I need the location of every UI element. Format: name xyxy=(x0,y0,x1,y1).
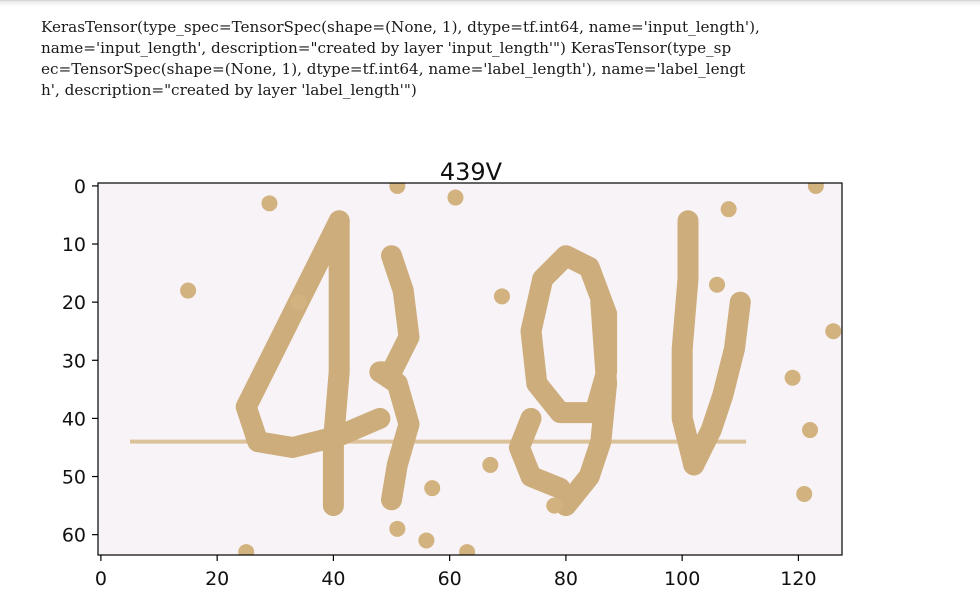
glyph-stroke xyxy=(671,210,705,476)
figure-canvas: 439V 0 20 40 60 80 100 120 0 10 20 30 40 50 60 xyxy=(62,158,843,590)
stdout-line: name='input_length', description="create… xyxy=(41,39,732,57)
y-tick-label: 50 xyxy=(62,467,86,489)
noise-speckle xyxy=(389,183,406,194)
noise-speckle xyxy=(418,532,435,549)
y-tick-label: 40 xyxy=(62,408,86,430)
x-tick-label: 20 xyxy=(205,568,229,590)
noise-speckle xyxy=(290,294,307,311)
noise-speckle xyxy=(238,544,255,555)
glyph-stroke xyxy=(683,291,751,476)
captcha-image xyxy=(129,183,842,555)
noise-speckle xyxy=(784,369,801,386)
stdout-line: h', description="created by layer 'label… xyxy=(41,81,417,99)
x-tick-label: 120 xyxy=(780,568,816,590)
plot-title: 439V xyxy=(440,158,503,186)
x-tick-label: 80 xyxy=(554,568,578,590)
noise-speckle xyxy=(807,183,824,194)
axes-frame xyxy=(97,182,843,556)
output-top-border xyxy=(0,0,980,7)
noise-speckle xyxy=(720,201,737,218)
axes: 0 20 40 60 80 100 120 0 10 20 30 40 50 60 xyxy=(62,176,843,590)
image-background xyxy=(98,183,842,555)
noise-speckle xyxy=(261,195,278,212)
imshow-figure: 439V 0 20 40 60 80 100 120 0 10 20 30 40 50 60 xyxy=(40,148,980,603)
x-tick-label: 60 xyxy=(438,568,462,590)
x-tick-label: 40 xyxy=(321,568,345,590)
noise-speckle xyxy=(447,189,464,206)
y-tick-label: 20 xyxy=(62,292,86,314)
y-tick-label: 30 xyxy=(62,350,86,372)
noise-speckle xyxy=(546,497,563,514)
glyph-stroke xyxy=(508,407,571,499)
glyph-stroke xyxy=(322,210,350,517)
stdout-line: ec=TensorSpec(shape=(None, 1), dtype=tf.… xyxy=(41,60,746,78)
glyph-stroke xyxy=(555,291,618,517)
noise-speckle xyxy=(482,456,499,473)
noise-speckle xyxy=(709,276,726,293)
noise-speckle xyxy=(389,520,406,537)
noise-speckle xyxy=(796,485,813,502)
noise-speckle xyxy=(802,422,819,439)
glyph-stroke xyxy=(369,361,420,511)
y-tick-label: 10 xyxy=(62,234,86,256)
noise-speckle xyxy=(825,323,842,340)
noise-speckle xyxy=(180,282,197,299)
y-tick-label: 0 xyxy=(74,176,86,198)
x-tick-label: 100 xyxy=(664,568,700,590)
y-tick-label: 60 xyxy=(62,525,86,547)
noise-speckle xyxy=(459,544,476,555)
stdout-text: KerasTensor(type_spec=TensorSpec(shape=(… xyxy=(41,17,961,101)
noise-speckle xyxy=(493,288,510,305)
x-tick-label: 0 xyxy=(95,568,107,590)
noise-speckle xyxy=(424,480,441,497)
stdout-line: KerasTensor(type_spec=TensorSpec(shape=(… xyxy=(41,18,760,36)
